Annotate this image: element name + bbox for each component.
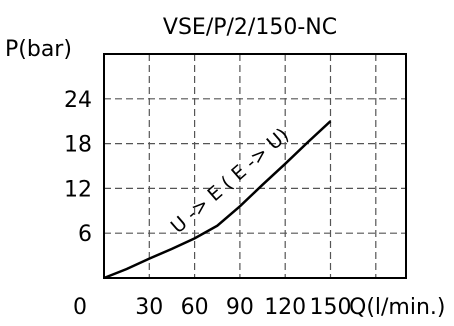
chart-title: VSE/P/2/150-NC <box>163 15 337 40</box>
x-tick-label: 120 <box>264 295 306 320</box>
x-tick-label: 30 <box>135 295 163 320</box>
y-tick-label: 24 <box>64 88 92 113</box>
y-axis-label: P(bar) <box>5 37 72 62</box>
origin-label: 0 <box>73 295 87 320</box>
series-label: U -> E ( E -> U) <box>167 124 293 238</box>
tick-labels: 30 60 90 120 150 6 12 18 24 <box>64 88 352 320</box>
x-tick-label: 150 <box>310 295 352 320</box>
grid <box>104 54 406 278</box>
x-tick-label: 90 <box>226 295 254 320</box>
series-line <box>103 120 332 280</box>
y-tick-label: 12 <box>64 177 92 202</box>
x-axis-label: Q(l/min.) <box>349 295 446 320</box>
y-tick-label: 6 <box>78 222 92 247</box>
y-tick-label: 18 <box>64 133 92 158</box>
x-tick-label: 60 <box>181 295 209 320</box>
plot-frame <box>103 53 407 279</box>
